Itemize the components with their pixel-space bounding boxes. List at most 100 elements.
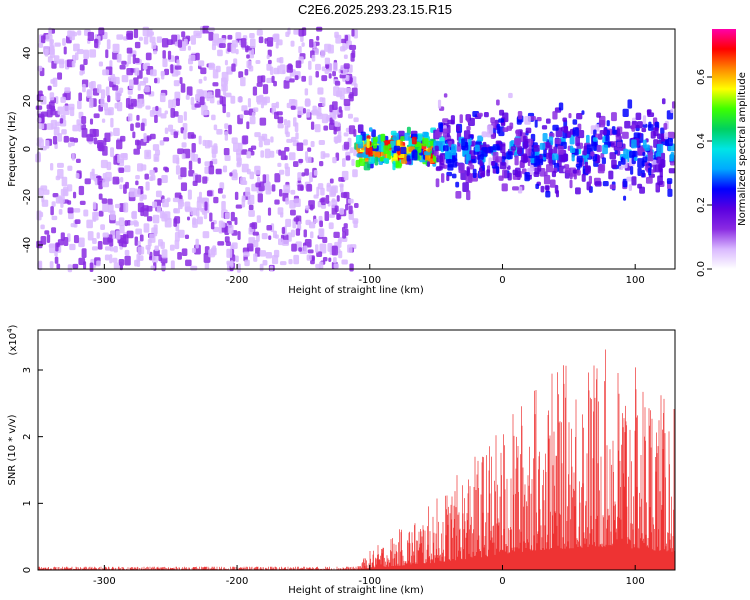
- heatmap-cell: [181, 31, 186, 38]
- heatmap-cell: [48, 243, 55, 248]
- heatmap-cell: [347, 198, 354, 204]
- heatmap-cell: [400, 136, 406, 142]
- heatmap-cell: [117, 154, 124, 164]
- heatmap-cell: [193, 30, 201, 37]
- heatmap-cell: [328, 222, 334, 230]
- heatmap-cell: [38, 139, 44, 148]
- heatmap-cell: [622, 131, 629, 139]
- heatmap-cell: [605, 135, 610, 143]
- heatmap-cell: [293, 198, 301, 207]
- heatmap-cell: [301, 42, 305, 47]
- heatmap-cell: [121, 60, 127, 65]
- heatmap-cell: [63, 135, 69, 143]
- heatmap-cell: [277, 116, 284, 124]
- heatmap-cell: [438, 122, 443, 129]
- heatmap-cell: [101, 118, 106, 123]
- heatmap-cell: [91, 246, 98, 251]
- heatmap-cell: [116, 139, 123, 150]
- heatmap-cell: [147, 238, 152, 247]
- heatmap-cell: [291, 243, 297, 252]
- heatmap-cell: [61, 176, 68, 187]
- heatmap-cell: [655, 152, 662, 158]
- heatmap-cell: [112, 176, 120, 185]
- heatmap-cell: [162, 58, 168, 68]
- heatmap-cell: [170, 64, 174, 74]
- heatmap-cell: [289, 78, 295, 83]
- heatmap-cell: [578, 160, 583, 167]
- heatmap-cell: [339, 94, 345, 100]
- heatmap-cell: [279, 64, 286, 75]
- heatmap-cell: [118, 167, 125, 174]
- heatmap-cell: [149, 36, 156, 43]
- heatmap-cell: [624, 120, 631, 129]
- heatmap-cell: [134, 57, 140, 64]
- heatmap-cell: [50, 42, 54, 53]
- heatmap-cell: [50, 206, 54, 216]
- heatmap-cell: [48, 27, 52, 37]
- heatmap-cell: [288, 259, 293, 265]
- heatmap-cell: [69, 243, 76, 251]
- heatmap-cell: [234, 217, 238, 225]
- heatmap-cell: [379, 156, 385, 162]
- heatmap-cell: [137, 246, 145, 255]
- heatmap-cell: [87, 31, 95, 42]
- heatmap-cell: [339, 74, 346, 79]
- heatmap-ylabel: Frequency (Hz): [7, 111, 18, 187]
- heatmap-cell: [211, 43, 217, 51]
- heatmap-cell: [288, 98, 296, 104]
- heatmap-cell: [392, 160, 396, 171]
- heatmap-cell: [155, 190, 162, 198]
- heatmap-cell: [231, 63, 236, 72]
- heatmap-cell: [200, 67, 207, 75]
- heatmap-cell: [535, 183, 540, 190]
- heatmap-cell: [523, 135, 528, 143]
- heatmap-cell: [75, 158, 81, 163]
- snr-panel: -300 -200 -100 0 100 0 1 2 3 Height of straight …: [6, 324, 676, 596]
- heatmap-cell: [647, 151, 654, 162]
- heatmap-cell: [145, 105, 151, 110]
- heatmap-cell: [48, 101, 55, 109]
- heatmap-cell: [569, 134, 575, 145]
- heatmap-cell: [544, 171, 548, 177]
- heatmap-cell: [274, 199, 280, 205]
- heatmap-cell: [568, 113, 572, 119]
- heatmap-cell: [35, 105, 43, 110]
- heatmap-cell: [51, 215, 58, 221]
- heatmap-cell: [348, 125, 356, 135]
- snr-xtick-label: -100: [358, 576, 381, 587]
- heatmap-cell: [173, 131, 178, 139]
- heatmap-cell: [187, 45, 191, 51]
- heatmap-cell: [229, 172, 233, 177]
- heatmap-cell: [220, 221, 226, 228]
- heatmap-cell: [383, 145, 390, 154]
- heatmap-cell: [631, 139, 637, 149]
- heatmap-cell: [258, 136, 266, 142]
- heatmap-cell: [262, 84, 269, 95]
- heatmap-cell: [272, 34, 280, 40]
- heatmap-cell: [287, 120, 291, 128]
- heatmap-cell: [338, 106, 342, 113]
- heatmap-cell: [184, 234, 190, 240]
- heatmap-cell: [146, 216, 153, 222]
- heatmap-cell: [139, 98, 145, 107]
- heatmap-cell: [308, 60, 312, 70]
- heatmap-cell: [305, 205, 310, 211]
- heatmap-cell: [67, 165, 73, 171]
- heatmap-cell: [140, 122, 145, 132]
- heatmap-cell: [551, 170, 557, 178]
- heatmap-cell: [227, 224, 234, 234]
- heatmap-cell: [319, 160, 324, 167]
- heatmap-cell: [240, 76, 246, 87]
- heatmap-cell: [175, 98, 180, 106]
- heatmap-cell: [83, 49, 90, 60]
- heatmap-cell: [325, 194, 330, 204]
- heatmap-cell: [458, 163, 465, 174]
- heatmap-cell: [230, 211, 235, 222]
- heatmap-cell: [326, 184, 332, 192]
- heatmap-cell: [240, 180, 248, 185]
- heatmap-cell: [666, 137, 673, 146]
- heatmap-cell: [324, 211, 330, 221]
- heatmap-cell: [637, 167, 642, 176]
- heatmap-cell: [310, 121, 315, 130]
- heatmap-cell: [246, 243, 254, 252]
